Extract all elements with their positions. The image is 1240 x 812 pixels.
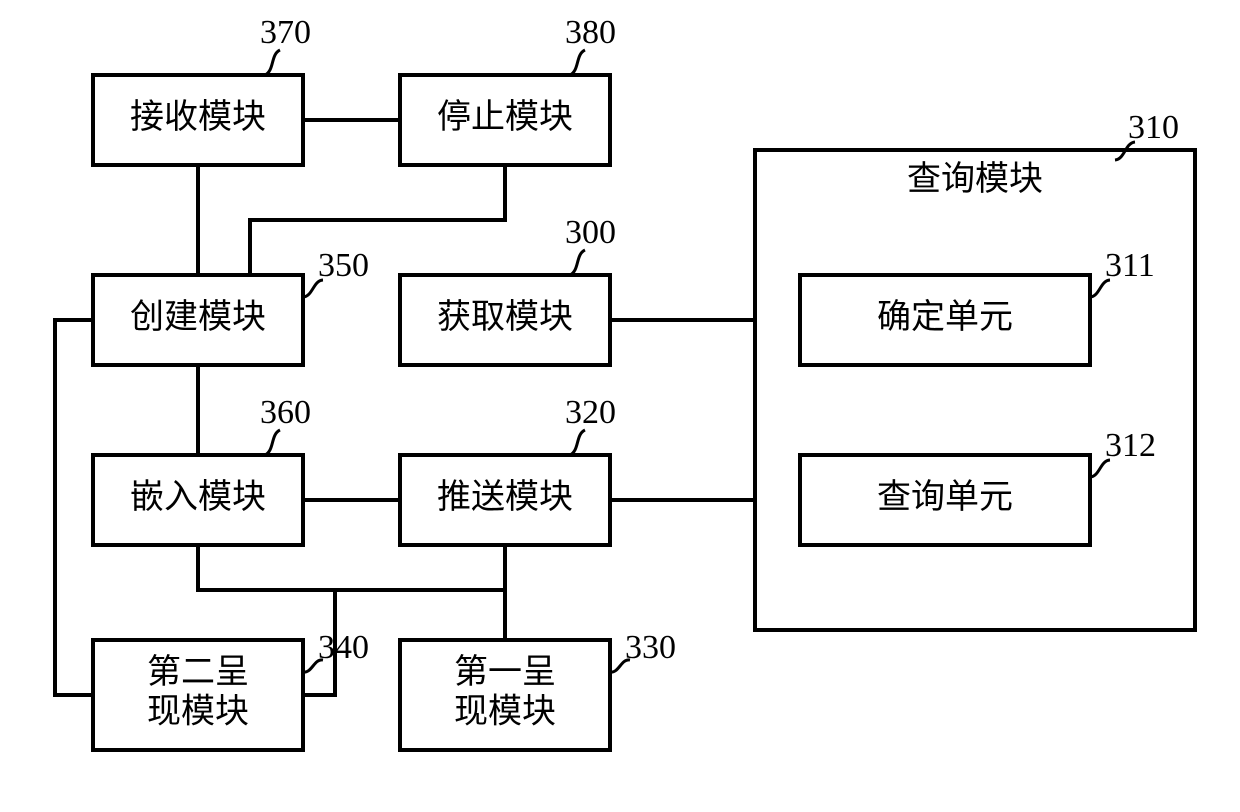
ref-number-n370: 370: [260, 14, 311, 51]
ref-number-n310: 310: [1128, 109, 1179, 146]
ref-number-n350: 350: [318, 247, 369, 284]
box-label-n370: 接收模块: [130, 98, 266, 136]
box-label-n330-line0: 第一呈: [454, 653, 556, 691]
ref-number-n320: 320: [565, 394, 616, 431]
connector-n320-n340: [335, 545, 505, 590]
box-label-n300: 获取模块: [437, 298, 573, 336]
ref-number-n300: 300: [565, 214, 616, 251]
leader-n340: [303, 660, 323, 672]
ref-number-n330: 330: [625, 629, 676, 666]
ref-number-n312: 312: [1105, 427, 1156, 464]
box-label-n340-line0: 第二呈: [147, 653, 249, 691]
box-n310: [755, 150, 1195, 630]
connector-n380-n350: [250, 165, 505, 275]
box-label-n350: 创建模块: [130, 298, 266, 336]
box-label-n312: 查询单元: [877, 478, 1013, 516]
leader-n350: [303, 280, 323, 297]
leader-n360: [265, 430, 280, 455]
ref-number-n340: 340: [318, 629, 369, 666]
diagram-canvas: 查询模块 310 接收模块 370 停止模块 380 创建模块 350 获取模块 300 嵌入模块 3…: [0, 0, 1240, 812]
box-label-n311: 确定单元: [877, 298, 1013, 336]
leader-n300: [570, 250, 585, 275]
ref-number-n380: 380: [565, 14, 616, 51]
connector-n350-n340: [55, 320, 93, 695]
leader-n330: [610, 660, 630, 672]
leader-n370: [265, 50, 280, 75]
box-label-n380: 停止模块: [437, 98, 573, 136]
ref-number-n311: 311: [1105, 247, 1155, 284]
box-label-n310: 查询模块: [907, 160, 1043, 198]
box-label-n330-line1: 现模块: [454, 692, 556, 730]
box-label-n320: 推送模块: [437, 478, 573, 516]
box-label-n360: 嵌入模块: [130, 478, 266, 516]
leader-n380: [570, 50, 585, 75]
leader-n320: [570, 430, 585, 455]
box-label-n340-line1: 现模块: [147, 692, 249, 730]
ref-number-n360: 360: [260, 394, 311, 431]
